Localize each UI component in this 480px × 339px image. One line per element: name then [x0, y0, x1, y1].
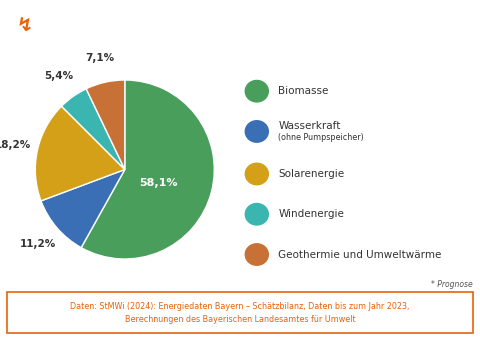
Text: Daten: StMWi (2024): Energiedaten Bayern – Schätzbilanz, Daten bis zum Jahr 2023: Daten: StMWi (2024): Energiedaten Bayern… — [70, 302, 410, 324]
Text: 7,1%: 7,1% — [85, 53, 114, 63]
Text: Biomasse: Biomasse — [278, 86, 329, 96]
Circle shape — [245, 163, 268, 185]
Text: 5,4%: 5,4% — [44, 71, 73, 81]
Text: * Prognose: * Prognose — [431, 280, 473, 289]
Circle shape — [245, 80, 268, 102]
Text: am Endenergieverbrauch in Bayern 2023*: am Endenergieverbrauch in Bayern 2023* — [112, 35, 406, 47]
Text: 11,2%: 11,2% — [20, 239, 56, 249]
Text: Geothermie und Umweltwärme: Geothermie und Umweltwärme — [278, 250, 442, 260]
Text: (ohne Pumpspeicher): (ohne Pumpspeicher) — [278, 133, 364, 142]
Text: Struktur des Anteils erneuerbaren Energien: Struktur des Anteils erneuerbaren Energi… — [105, 10, 413, 23]
Circle shape — [245, 203, 268, 225]
Circle shape — [0, 11, 169, 42]
Wedge shape — [61, 89, 125, 170]
Text: Wasserkraft: Wasserkraft — [278, 121, 341, 131]
Text: 58,1%: 58,1% — [140, 178, 178, 188]
Text: 18,2%: 18,2% — [0, 140, 31, 150]
Circle shape — [245, 121, 268, 142]
Wedge shape — [81, 80, 214, 259]
Text: Windenergie: Windenergie — [278, 209, 344, 219]
Wedge shape — [41, 170, 125, 248]
Wedge shape — [36, 106, 125, 201]
Text: ↯: ↯ — [17, 17, 33, 36]
Text: Solarenergie: Solarenergie — [278, 169, 345, 179]
Wedge shape — [86, 80, 125, 170]
Circle shape — [245, 244, 268, 265]
